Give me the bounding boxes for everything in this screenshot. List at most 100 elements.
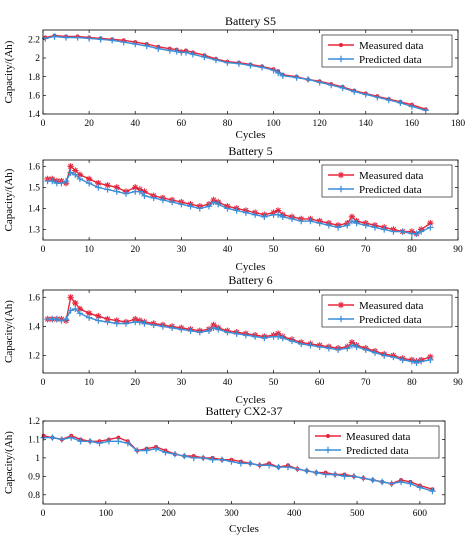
series-predicted (44, 169, 434, 237)
data-point (298, 217, 305, 225)
data-point (417, 358, 425, 365)
data-point (115, 438, 122, 445)
y-axis-label: Capacity/(Ah) (3, 300, 15, 363)
data-point (58, 317, 65, 324)
data-point (353, 219, 360, 227)
x-tick-label: 80 (407, 245, 417, 255)
data-point (166, 47, 174, 54)
x-tick-label: 120 (313, 119, 328, 129)
data-point (67, 307, 74, 314)
legend-marker (337, 185, 345, 193)
data-point (256, 462, 263, 469)
data-point (181, 452, 188, 460)
data-point (132, 40, 139, 48)
data-point (397, 478, 405, 486)
data-point (413, 230, 420, 237)
data-point (390, 353, 397, 361)
legend-label: Predicted data (359, 184, 422, 196)
data-point (427, 219, 434, 227)
data-point (242, 331, 250, 339)
data-point (294, 465, 301, 473)
data-point (274, 69, 282, 77)
data-point (265, 462, 273, 469)
y-axis-label: Capacity/(Ah) (3, 40, 15, 103)
y-tick-label: 1.6 (28, 293, 40, 303)
data-point (247, 62, 254, 69)
data-point (162, 449, 169, 456)
data-point (378, 478, 386, 486)
data-point (116, 435, 121, 440)
legend: Measured data Predicted data (308, 425, 440, 459)
data-point (95, 317, 102, 324)
data-point (399, 228, 406, 235)
data-point (196, 329, 203, 336)
x-tick-label: 60 (315, 245, 325, 255)
data-point (327, 81, 335, 89)
data-point (362, 91, 369, 98)
x-tick-label: 60 (315, 378, 325, 388)
data-point (49, 177, 56, 185)
legend-marker (339, 43, 343, 47)
y-tick-label: 1.1 (28, 436, 40, 446)
data-point (187, 327, 194, 334)
data-point (62, 177, 70, 185)
data-point (293, 74, 300, 81)
data-point (385, 96, 393, 104)
data-point (105, 438, 113, 445)
x-tick-label: 20 (130, 245, 140, 255)
data-point (76, 171, 84, 178)
data-point (279, 72, 286, 79)
y-tick-label: 1.8 (28, 73, 40, 83)
data-point (62, 34, 70, 41)
x-tick-label: 80 (223, 119, 233, 129)
data-point (85, 310, 93, 317)
data-point (113, 320, 120, 327)
chart-3: Battery 6 0 10 20 30 40 50 60 70 80 90 1.2 1.4 1.6 Cyc… (3, 273, 463, 406)
x-axis-label: Cycles (236, 261, 266, 273)
data-point (235, 60, 243, 67)
data-point (210, 198, 217, 206)
chart-title: Battery 5 (228, 144, 272, 158)
data-point (416, 484, 424, 491)
plot-frame (42, 289, 459, 374)
x-tick-label: 50 (269, 378, 279, 388)
data-point (86, 438, 94, 445)
data-point (316, 219, 323, 227)
legend-label: Measured data (359, 170, 424, 182)
legend-label: Measured data (346, 431, 411, 443)
data-point (72, 305, 79, 313)
data-point (205, 203, 213, 210)
legend-box (321, 294, 453, 328)
x-tick-label: 100 (266, 119, 281, 129)
x-tick-label: 0 (41, 378, 46, 388)
data-point (218, 456, 226, 463)
data-point (237, 460, 245, 467)
data-point (72, 167, 79, 174)
data-point (40, 434, 47, 441)
data-point (224, 59, 231, 66)
data-point (132, 184, 139, 191)
data-point (196, 205, 203, 212)
legend-marker (337, 55, 345, 63)
data-point (413, 359, 420, 367)
x-tick-label: 0 (41, 119, 46, 129)
data-point (247, 460, 254, 467)
x-tick-label: 50 (269, 245, 279, 255)
data-point (390, 228, 397, 235)
data-point (224, 329, 231, 336)
data-point (251, 333, 259, 340)
data-point (408, 103, 416, 110)
y-tick-label: 2.2 (28, 36, 40, 46)
data-point (152, 445, 160, 452)
x-tick-label: 20 (84, 119, 94, 129)
y-tick-label: 1.2 (28, 417, 40, 427)
data-point (85, 179, 93, 187)
data-point (76, 310, 84, 317)
data-point (136, 318, 144, 326)
data-point (350, 473, 358, 480)
data-point (187, 203, 194, 210)
x-tick-label: 500 (350, 509, 365, 519)
x-tick-label: 60 (177, 119, 187, 129)
data-point (85, 175, 93, 183)
data-point (155, 45, 162, 52)
